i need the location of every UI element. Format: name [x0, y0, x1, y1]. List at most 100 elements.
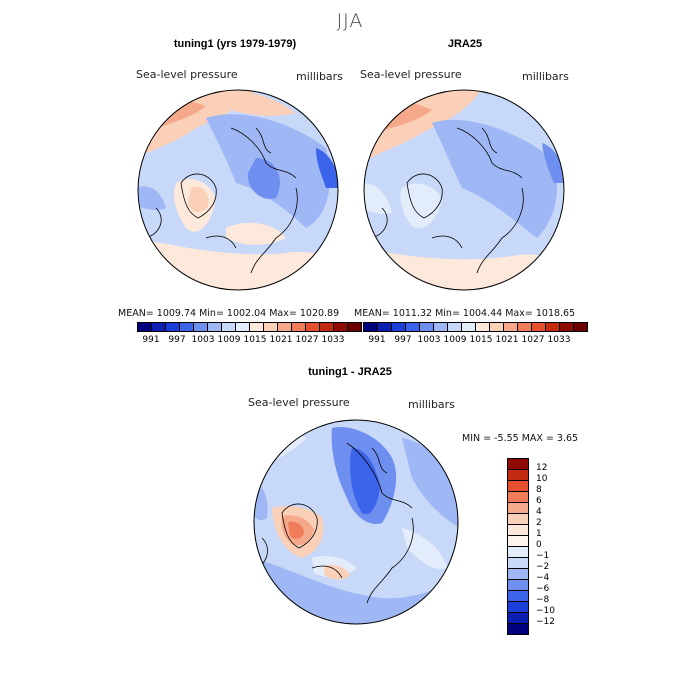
colorbar-label: 991: [142, 335, 160, 345]
colorbar-label: 1033: [321, 335, 345, 345]
diff-panel-stats: MIN = -5.55 MAX = 3.65: [462, 433, 579, 444]
colorbar-label: −6: [536, 584, 550, 594]
colorbar-swatch: [364, 323, 378, 331]
colorbar-swatch: [504, 323, 518, 331]
season-title: JJA: [336, 10, 364, 32]
colorbar-swatch: [508, 459, 528, 470]
colorbar-label: 1003: [191, 335, 215, 345]
colorbar-label: −12: [536, 617, 555, 627]
colorbar-swatch: [508, 580, 528, 591]
colorbar-swatch: [306, 323, 320, 331]
colorbar-swatch: [434, 323, 448, 331]
colorbar-swatch: [320, 323, 334, 331]
colorbar-swatch: [508, 591, 528, 602]
colorbar-label: −2: [536, 562, 550, 572]
colorbar-swatch: [508, 514, 528, 525]
colorbar-label: 991: [368, 335, 386, 345]
panel-2-colorbar-labels: 991 997 1003 1009 1015 1021 1027 1033: [363, 335, 572, 347]
panel-1-colorbar-labels: 991 997 1003 1009 1015 1021 1027 1033: [137, 335, 346, 347]
colorbar-swatch: [508, 569, 528, 580]
colorbar-swatch: [560, 323, 574, 331]
colorbar-swatch: [508, 558, 528, 569]
colorbar-swatch: [508, 613, 528, 624]
colorbar-swatch: [574, 323, 587, 331]
colorbar-swatch: [490, 323, 504, 331]
colorbar-swatch: [138, 323, 152, 331]
panel-2-colorbar: [363, 322, 588, 332]
colorbar-label: 1021: [269, 335, 293, 345]
panel-2-stats: MEAN= 1011.32 Min= 1004.44 Max= 1018.65: [354, 308, 576, 319]
colorbar-label: 12: [536, 463, 548, 473]
colorbar-label: 997: [394, 335, 412, 345]
colorbar-label: 4: [536, 507, 542, 517]
diff-panel-title: tuning1 - JRA25: [308, 366, 392, 378]
colorbar-swatch: [508, 503, 528, 514]
panel-2-variable: Sea-level pressure: [360, 68, 462, 81]
colorbar-swatch: [348, 323, 361, 331]
colorbar-swatch: [264, 323, 278, 331]
colorbar-swatch: [508, 470, 528, 481]
diff-panel-units: millibars: [408, 398, 455, 411]
diff-panel-variable: Sea-level pressure: [248, 396, 350, 409]
colorbar-label: 1027: [521, 335, 545, 345]
colorbar-swatch: [508, 547, 528, 558]
colorbar-label: 1009: [217, 335, 241, 345]
diff-panel-map: [253, 419, 459, 625]
panel-1-variable: Sea-level pressure: [136, 68, 238, 81]
colorbar-label: 2: [536, 518, 542, 528]
panel-2-title: JRA25: [447, 38, 483, 50]
colorbar-label: −8: [536, 595, 550, 605]
colorbar-swatch: [508, 481, 528, 492]
colorbar-swatch: [518, 323, 532, 331]
colorbar-label: −1: [536, 551, 550, 561]
colorbar-swatch: [448, 323, 462, 331]
panel-1-units: millibars: [296, 70, 343, 83]
colorbar-swatch: [194, 323, 208, 331]
panel-1-colorbar: [137, 322, 362, 332]
colorbar-swatch: [508, 525, 528, 536]
colorbar-label: 1003: [417, 335, 441, 345]
colorbar-label: 1015: [469, 335, 493, 345]
colorbar-swatch: [292, 323, 306, 331]
diff-colorbar: [507, 458, 529, 635]
colorbar-swatch: [508, 624, 528, 634]
colorbar-swatch: [152, 323, 166, 331]
colorbar-label: 1033: [547, 335, 571, 345]
colorbar-swatch: [476, 323, 490, 331]
colorbar-swatch: [208, 323, 222, 331]
colorbar-swatch: [250, 323, 264, 331]
diff-colorbar-labels: 12 10 8 6 4 2 1 0 −1 −2 −4 −6 −8 −10 −12: [536, 458, 576, 627]
colorbar-swatch: [180, 323, 194, 331]
colorbar-swatch: [508, 536, 528, 547]
colorbar-label: 1027: [295, 335, 319, 345]
colorbar-swatch: [546, 323, 560, 331]
colorbar-label: 1009: [443, 335, 467, 345]
colorbar-swatch: [334, 323, 348, 331]
colorbar-label: 1: [536, 529, 542, 539]
colorbar-swatch: [508, 492, 528, 503]
colorbar-swatch: [508, 602, 528, 613]
colorbar-label: 6: [536, 496, 542, 506]
colorbar-label: 1021: [495, 335, 519, 345]
panel-2-map: [363, 89, 565, 291]
colorbar-label: −4: [536, 573, 550, 583]
colorbar-swatch: [278, 323, 292, 331]
colorbar-swatch: [392, 323, 406, 331]
colorbar-label: 8: [536, 485, 542, 495]
colorbar-label: 1015: [243, 335, 267, 345]
colorbar-swatch: [406, 323, 420, 331]
colorbar-label: 10: [536, 474, 548, 484]
colorbar-swatch: [236, 323, 250, 331]
colorbar-label: 997: [168, 335, 186, 345]
panel-2-units: millibars: [522, 70, 569, 83]
colorbar-swatch: [222, 323, 236, 331]
colorbar-swatch: [532, 323, 546, 331]
colorbar-swatch: [166, 323, 180, 331]
panel-1-title: tuning1 (yrs 1979-1979): [173, 38, 297, 50]
panel-1-map: [137, 89, 339, 291]
colorbar-swatch: [420, 323, 434, 331]
colorbar-label: −10: [536, 606, 555, 616]
colorbar-swatch: [462, 323, 476, 331]
colorbar-label: 0: [536, 540, 542, 550]
colorbar-swatch: [378, 323, 392, 331]
